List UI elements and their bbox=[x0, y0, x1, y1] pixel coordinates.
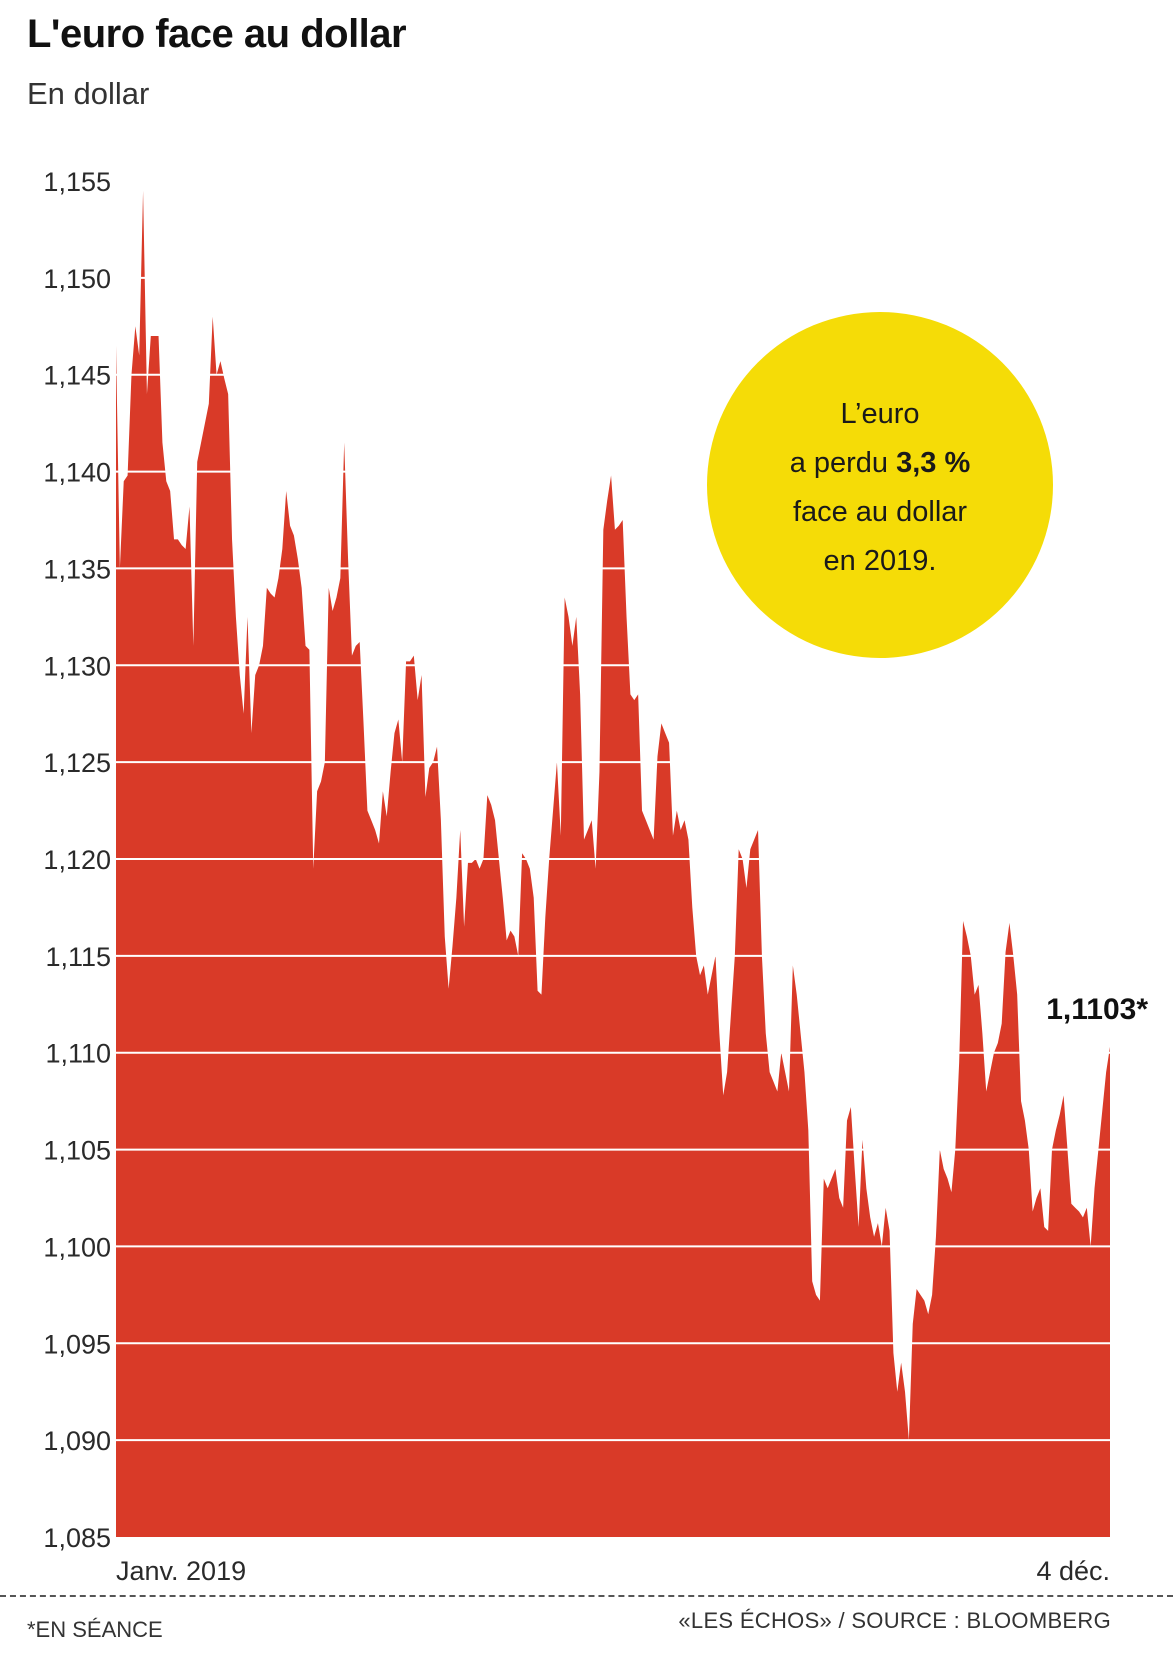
y-tick-label: 1,140 bbox=[43, 458, 111, 488]
y-tick-label: 1,130 bbox=[43, 651, 111, 681]
y-tick-label: 1,145 bbox=[43, 361, 111, 391]
y-tick-label: 1,125 bbox=[43, 748, 111, 778]
y-tick-label: 1,085 bbox=[43, 1523, 111, 1553]
chart-title: L'euro face au dollar bbox=[27, 12, 407, 56]
callout-circle bbox=[707, 312, 1053, 658]
x-tick-label-end: 4 déc. bbox=[1036, 1556, 1110, 1586]
x-tick-label-start: Janv. 2019 bbox=[116, 1556, 246, 1586]
callout-line-3: face au dollar bbox=[793, 496, 967, 528]
x-axis-ticks: Janv. 2019 4 déc. bbox=[116, 1556, 1110, 1586]
y-tick-label: 1,095 bbox=[43, 1329, 111, 1359]
series-area bbox=[116, 190, 1110, 1538]
footer-divider bbox=[0, 1595, 1173, 1597]
callout-line-1: L’euro bbox=[840, 398, 919, 430]
callout-line-2: a perdu 3,3 % bbox=[790, 447, 971, 479]
area-layer bbox=[116, 190, 1110, 1538]
last-value-label: 1,1103* bbox=[1046, 993, 1148, 1026]
y-tick-label: 1,135 bbox=[43, 554, 111, 584]
y-tick-label: 1,090 bbox=[43, 1426, 111, 1456]
footnote: *EN SÉANCE bbox=[27, 1617, 163, 1642]
y-tick-label: 1,120 bbox=[43, 845, 111, 875]
source-credit: «LES ÉCHOS» / SOURCE : BLOOMBERG bbox=[678, 1608, 1111, 1633]
callout-percent: 3,3 % bbox=[896, 447, 970, 479]
y-tick-label: 1,115 bbox=[45, 942, 111, 972]
y-axis-ticks: 1,155 1,150 1,145 1,140 1,135 1,130 1,125 1,120… bbox=[43, 167, 111, 1553]
y-tick-label: 1,105 bbox=[43, 1136, 111, 1166]
y-tick-label: 1,110 bbox=[45, 1039, 111, 1069]
chart-subtitle: En dollar bbox=[27, 76, 150, 111]
callout-line-4: en 2019. bbox=[824, 545, 937, 577]
y-tick-label: 1,100 bbox=[43, 1232, 111, 1262]
callout-bubble: L’euro a perdu 3,3 % face au dollar en 2… bbox=[707, 312, 1053, 658]
gridlines bbox=[116, 276, 1110, 1442]
y-tick-label: 1,150 bbox=[43, 264, 111, 294]
callout-line-2-prefix: a perdu bbox=[790, 447, 896, 479]
area-chart: 1,155 1,150 1,145 1,140 1,135 1,130 1,125 1,120… bbox=[43, 167, 1148, 1586]
y-tick-label: 1,155 bbox=[43, 167, 111, 197]
